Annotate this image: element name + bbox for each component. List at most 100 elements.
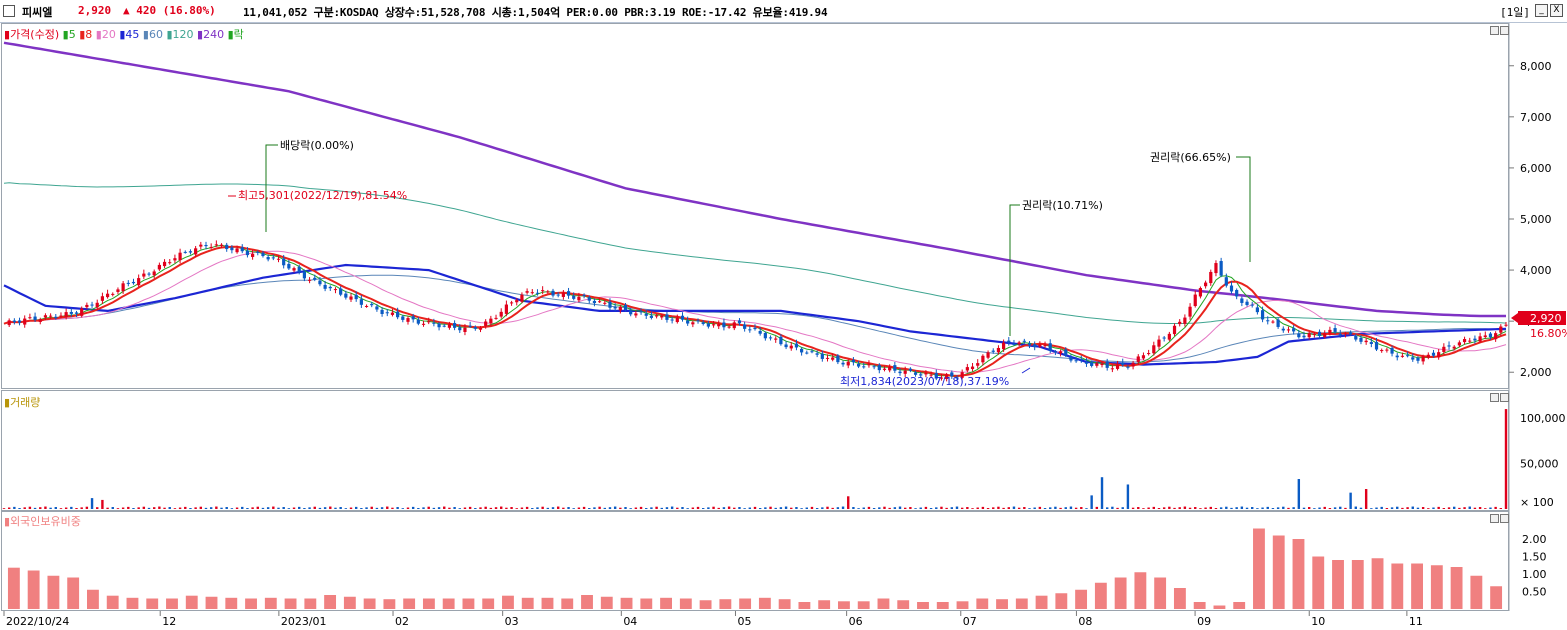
- volume-bar: [1245, 507, 1249, 509]
- candle-body: [1027, 343, 1032, 346]
- volume-bar: [111, 507, 114, 509]
- volume-bar: [391, 507, 394, 509]
- volume-bar: [1012, 506, 1016, 509]
- foreign-ratio-bar: [422, 598, 435, 609]
- foreign-ratio-bar: [818, 600, 831, 609]
- volume-bar: [1499, 508, 1503, 509]
- volume-bar: [178, 507, 182, 509]
- volume-bar: [121, 507, 125, 509]
- panel-close-icon: [1500, 514, 1509, 523]
- candle-body: [1442, 346, 1446, 352]
- legend-ma240[interactable]: 240: [203, 28, 225, 41]
- candle-body: [33, 316, 37, 321]
- candle-body: [546, 291, 550, 293]
- candle-body: [1385, 349, 1389, 351]
- volume-bar: [857, 508, 860, 509]
- candle-body: [390, 312, 395, 315]
- axes: 2,0003,0004,0005,0006,0007,0008,000100,0…: [3, 60, 1566, 628]
- candle-body: [1457, 342, 1461, 346]
- candle-body: [1297, 333, 1301, 338]
- candle-body: [903, 370, 907, 374]
- candle-body: [287, 263, 291, 269]
- candle-body: [271, 257, 275, 259]
- price-panel-frame: [1, 23, 1509, 389]
- foreign-legend[interactable]: ▮외국인보유비중: [4, 515, 81, 528]
- last-price-label: 2,920: [1530, 312, 1562, 325]
- stock-name[interactable]: 피씨엘: [22, 6, 53, 19]
- volume-bar: [308, 507, 311, 509]
- candle-body: [706, 323, 710, 327]
- volume-bar: [924, 506, 928, 509]
- foreign-ratio-bar: [1470, 575, 1483, 609]
- candle-body: [458, 327, 462, 331]
- candle-body: [1317, 331, 1322, 336]
- volume-bar: [1375, 507, 1378, 509]
- legend-ma20[interactable]: 20: [101, 28, 116, 41]
- volume-bar: [629, 508, 632, 509]
- legend-ma5[interactable]: 5: [68, 28, 76, 41]
- ma120-line: [3, 182, 1507, 324]
- foreign-ratio-bar: [857, 601, 870, 609]
- foreign-ratio-bar: [1094, 582, 1107, 609]
- candle-body: [815, 353, 819, 355]
- candle-body: [960, 372, 964, 378]
- candle-body: [753, 327, 757, 330]
- volume-bar: [329, 506, 332, 509]
- volume-bar: [230, 508, 234, 509]
- volume-bar: [510, 507, 513, 509]
- minimize-button[interactable]: _: [1535, 4, 1548, 17]
- candle-body: [463, 327, 467, 332]
- volume-bar: [1256, 508, 1259, 509]
- candle-body: [794, 343, 799, 348]
- candle-body: [991, 350, 995, 352]
- volume-bar: [370, 506, 373, 509]
- candle-body: [1053, 351, 1057, 353]
- checkbox[interactable]: [3, 5, 15, 17]
- legend-price[interactable]: 가격(수정): [10, 28, 60, 41]
- legend-ma120[interactable]: 120: [172, 28, 194, 41]
- volume-bar: [1333, 507, 1337, 509]
- price-tick-label: 6,000: [1520, 162, 1552, 175]
- volume-bar: [800, 508, 803, 509]
- foreign-ratio-bar: [778, 599, 791, 609]
- volume-bar: [339, 507, 342, 509]
- volume-bar: [349, 507, 353, 509]
- panel-buttons[interactable]: [1490, 26, 1509, 523]
- legend-rak[interactable]: 락: [233, 28, 244, 41]
- volume-bar: [137, 507, 140, 509]
- candle-body: [680, 315, 685, 320]
- candle-body: [1286, 329, 1291, 331]
- candle-body: [256, 251, 260, 253]
- candle-body: [851, 359, 856, 363]
- candle-body: [1328, 329, 1332, 334]
- candle-body: [1007, 340, 1011, 343]
- close-button[interactable]: X: [1550, 4, 1563, 17]
- volume-legend[interactable]: ▮거래량: [4, 396, 41, 409]
- volume-bar: [1266, 506, 1269, 509]
- candle-body: [183, 251, 187, 253]
- volume-bar: [707, 507, 710, 509]
- candle-body: [618, 306, 622, 311]
- candle-body: [1017, 342, 1021, 345]
- legend-ma45[interactable]: 45: [125, 28, 140, 41]
- candle-body: [1058, 351, 1063, 354]
- candle-body: [592, 300, 597, 304]
- candle-body: [245, 250, 250, 256]
- legend-ma60[interactable]: 60: [148, 28, 163, 41]
- period-selector[interactable]: [1일]: [1500, 6, 1530, 19]
- candle-body: [43, 315, 48, 318]
- candle-body: [1312, 333, 1316, 335]
- candle-body: [131, 281, 136, 284]
- candle-body: [1483, 335, 1487, 338]
- candle-body: [670, 319, 674, 321]
- volume-bar: [272, 506, 275, 509]
- volume-bar: [960, 507, 964, 509]
- candle-body: [810, 351, 814, 353]
- legend-ma8[interactable]: 8: [85, 28, 93, 41]
- candle-body: [302, 271, 306, 279]
- price-tick-label: 5,000: [1520, 213, 1552, 226]
- candle-body: [711, 324, 716, 326]
- volume-bar: [142, 506, 146, 509]
- volume-bar: [1339, 506, 1342, 509]
